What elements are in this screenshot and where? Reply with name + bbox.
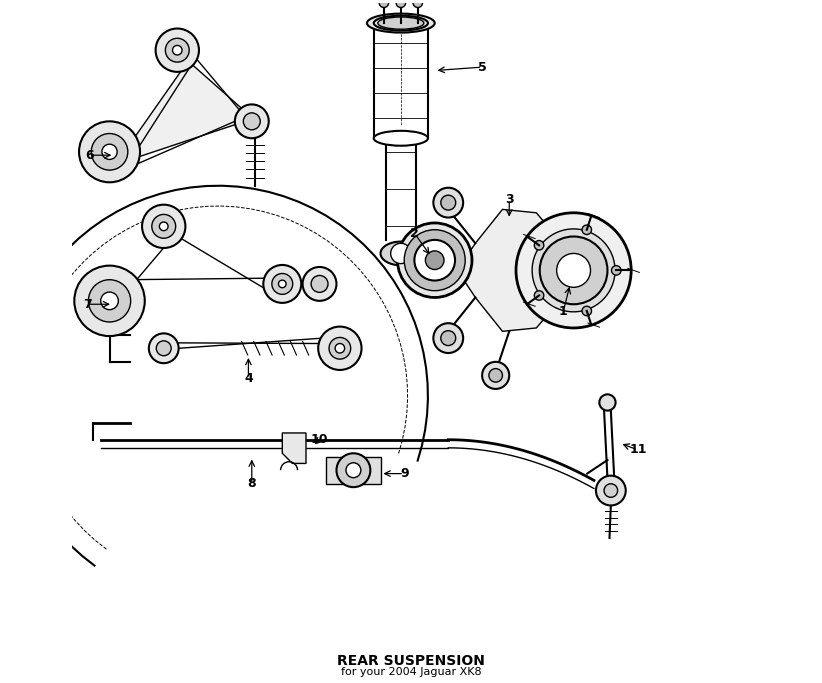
Circle shape xyxy=(426,251,444,270)
Circle shape xyxy=(243,113,261,130)
Circle shape xyxy=(74,266,145,336)
Circle shape xyxy=(346,463,361,477)
Circle shape xyxy=(102,144,118,159)
Circle shape xyxy=(516,213,631,328)
Polygon shape xyxy=(462,210,556,331)
Circle shape xyxy=(582,306,592,316)
Circle shape xyxy=(534,291,544,301)
Circle shape xyxy=(91,133,128,170)
Text: 9: 9 xyxy=(400,467,409,480)
Circle shape xyxy=(390,243,411,264)
Text: 1: 1 xyxy=(559,305,568,318)
Polygon shape xyxy=(326,457,381,484)
Circle shape xyxy=(156,341,171,356)
Text: 3: 3 xyxy=(505,193,514,206)
Circle shape xyxy=(540,236,607,304)
Circle shape xyxy=(483,362,510,389)
Circle shape xyxy=(441,195,455,210)
Ellipse shape xyxy=(374,16,428,31)
Circle shape xyxy=(396,0,405,8)
Circle shape xyxy=(235,104,269,138)
Circle shape xyxy=(604,484,617,497)
Circle shape xyxy=(534,240,544,250)
Circle shape xyxy=(329,337,351,359)
Circle shape xyxy=(318,326,362,370)
Circle shape xyxy=(532,229,615,312)
Ellipse shape xyxy=(367,14,435,33)
Circle shape xyxy=(263,265,301,303)
Circle shape xyxy=(335,344,344,353)
Circle shape xyxy=(433,323,463,353)
Circle shape xyxy=(159,222,168,231)
Circle shape xyxy=(441,331,455,346)
Circle shape xyxy=(612,266,621,275)
Circle shape xyxy=(302,267,336,301)
Circle shape xyxy=(489,369,502,382)
Circle shape xyxy=(582,225,592,234)
Polygon shape xyxy=(131,61,247,158)
Circle shape xyxy=(152,214,176,238)
Text: for your 2004 Jaguar XK8: for your 2004 Jaguar XK8 xyxy=(340,667,482,677)
Text: 8: 8 xyxy=(247,477,256,490)
Circle shape xyxy=(165,38,189,62)
Text: 11: 11 xyxy=(629,443,647,456)
Text: 2: 2 xyxy=(410,227,418,240)
Circle shape xyxy=(599,394,616,410)
Ellipse shape xyxy=(378,17,424,29)
Circle shape xyxy=(149,333,178,363)
Circle shape xyxy=(379,0,389,8)
Ellipse shape xyxy=(381,242,421,265)
Ellipse shape xyxy=(374,131,428,145)
Circle shape xyxy=(414,240,455,281)
Text: 6: 6 xyxy=(85,149,94,162)
Circle shape xyxy=(155,29,199,72)
Circle shape xyxy=(336,454,371,487)
Text: 4: 4 xyxy=(244,372,253,385)
Text: 7: 7 xyxy=(83,298,91,311)
Circle shape xyxy=(173,46,182,55)
Circle shape xyxy=(79,122,140,182)
Circle shape xyxy=(142,205,186,248)
Circle shape xyxy=(101,292,118,309)
Circle shape xyxy=(556,253,590,288)
Circle shape xyxy=(272,273,293,294)
Circle shape xyxy=(413,0,423,8)
Circle shape xyxy=(398,223,472,298)
Polygon shape xyxy=(282,433,306,464)
Text: 10: 10 xyxy=(311,433,328,446)
Circle shape xyxy=(596,475,626,505)
Circle shape xyxy=(89,280,131,322)
Circle shape xyxy=(433,188,463,217)
Text: 5: 5 xyxy=(478,61,487,74)
Text: REAR SUSPENSION: REAR SUSPENSION xyxy=(337,654,485,668)
Circle shape xyxy=(279,280,286,288)
Circle shape xyxy=(311,275,328,292)
Circle shape xyxy=(404,229,465,291)
